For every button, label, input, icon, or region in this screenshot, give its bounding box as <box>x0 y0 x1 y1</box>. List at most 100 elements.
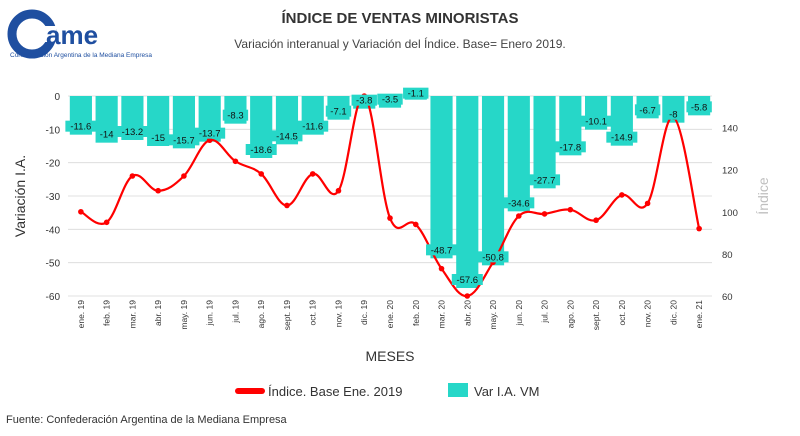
index-point <box>78 208 84 215</box>
bar-data-label: -5.8 <box>691 102 707 113</box>
data-label-bg <box>426 244 458 256</box>
data-label-bg <box>529 174 561 186</box>
bar-data-label: -3.5 <box>382 95 398 106</box>
x-tick-label: mar. 19 <box>127 300 137 329</box>
bar-data-label: -6.7 <box>639 105 655 116</box>
y2-axis-title: Índice <box>755 177 771 215</box>
x-tick-label: may. 20 <box>488 300 498 330</box>
index-point <box>644 200 651 207</box>
y-tick-label: 0 <box>54 92 60 103</box>
bar-data-label: -27.7 <box>534 175 556 186</box>
data-label-bg <box>194 127 226 139</box>
bar-data-label: -8.3 <box>227 111 243 122</box>
bar-data-label: -14.9 <box>611 133 633 144</box>
index-point <box>232 158 239 165</box>
bar-data-label: -15 <box>151 133 165 144</box>
x-tick-label: may. 19 <box>179 300 189 330</box>
legend-label-index: Índice. Base Ene. 2019 <box>268 384 402 399</box>
bar <box>559 96 582 156</box>
bar <box>507 96 530 212</box>
index-point <box>438 265 445 272</box>
source-note: Fuente: Confederación Argentina de la Me… <box>6 414 287 426</box>
x-tick-label: ene. 20 <box>385 300 395 329</box>
index-point <box>284 202 290 209</box>
y2-tick-label: 80 <box>722 250 733 261</box>
data-label-bg <box>634 104 661 116</box>
x-axis-title: MESES <box>365 348 414 364</box>
bar-data-label: -57.6 <box>456 275 478 286</box>
bar <box>481 96 505 266</box>
y-axis-title: Variación I.A. <box>12 155 28 237</box>
data-label-bg <box>403 87 429 99</box>
bar-data-label: -11.6 <box>302 122 323 133</box>
x-tick-label: nov. 19 <box>333 300 343 328</box>
data-label-bg <box>245 144 277 155</box>
x-tick-label: oct. 19 <box>308 300 318 326</box>
index-point <box>464 293 471 299</box>
index-point <box>541 211 548 217</box>
bar-data-label: -15.7 <box>173 135 195 146</box>
data-label-bg <box>148 132 169 143</box>
index-point <box>567 206 574 213</box>
data-label-bg <box>96 128 117 140</box>
x-tick-label: ago. 19 <box>256 300 266 329</box>
bar-data-label: -13.2 <box>122 127 144 138</box>
data-label-bg <box>666 108 681 120</box>
x-tick-label: feb. 20 <box>411 300 421 326</box>
data-label-bg <box>222 109 249 121</box>
x-tick-label: ene. 19 <box>76 300 86 329</box>
index-point <box>129 173 136 179</box>
data-label-bg <box>377 93 403 105</box>
bar-data-label: -1.1 <box>408 89 424 100</box>
data-label-bg <box>271 130 303 142</box>
legend-label-var: Var I.A. VM <box>474 384 540 399</box>
x-tick-label: ago. 20 <box>565 300 575 329</box>
x-tick-label: jul. 19 <box>230 300 240 324</box>
y-tick-label: -60 <box>46 292 61 303</box>
index-point <box>258 171 265 177</box>
bar-data-label: -7.1 <box>330 107 346 118</box>
data-label-bg <box>65 120 97 132</box>
y2-tick-label: 140 <box>722 124 738 135</box>
x-tick-label: jun. 19 <box>205 300 215 327</box>
bar <box>533 96 556 189</box>
bar-data-label: -34.6 <box>508 198 530 209</box>
index-point <box>696 225 702 232</box>
index-point <box>309 171 316 177</box>
x-tick-label: jul. 20 <box>540 300 550 324</box>
data-label-bg <box>606 131 638 143</box>
bar-data-label: -8 <box>669 110 677 121</box>
x-tick-label: nov. 20 <box>643 300 653 328</box>
came-logo: ame <box>7 9 98 59</box>
x-tick-label: oct. 20 <box>617 300 627 326</box>
chart-subtitle: Variación interanual y Variación del Índ… <box>234 37 566 51</box>
index-point <box>412 221 419 228</box>
x-tick-label: dic. 19 <box>359 300 369 325</box>
data-label-bg <box>168 134 200 146</box>
data-label-bg <box>116 126 148 137</box>
data-label-bg <box>325 105 352 117</box>
x-tick-label: dic. 20 <box>668 300 678 325</box>
legend-bar-swatch <box>448 383 468 397</box>
index-point <box>155 187 161 194</box>
data-label-bg <box>297 120 329 132</box>
svg-text:ame: ame <box>46 20 98 50</box>
index-point <box>335 187 342 194</box>
y2-tick-label: 100 <box>722 208 738 219</box>
data-label-bg <box>554 141 586 153</box>
logo-subtitle: Confederación Argentina de la Mediana Em… <box>10 52 153 59</box>
data-label-bg <box>580 115 612 127</box>
bar-data-label: -14.5 <box>276 131 298 142</box>
bar-data-label: -48.7 <box>431 245 453 256</box>
data-label-bg <box>351 94 377 106</box>
x-tick-label: feb. 19 <box>102 300 112 326</box>
bar <box>430 96 453 259</box>
y2-tick-label: 120 <box>722 166 738 177</box>
index-point <box>206 137 213 144</box>
index-point <box>103 219 110 226</box>
bar-data-label: -50.8 <box>482 252 504 263</box>
index-point <box>387 215 393 221</box>
y2-tick-label: 60 <box>722 292 733 303</box>
data-label-bg <box>477 251 509 263</box>
